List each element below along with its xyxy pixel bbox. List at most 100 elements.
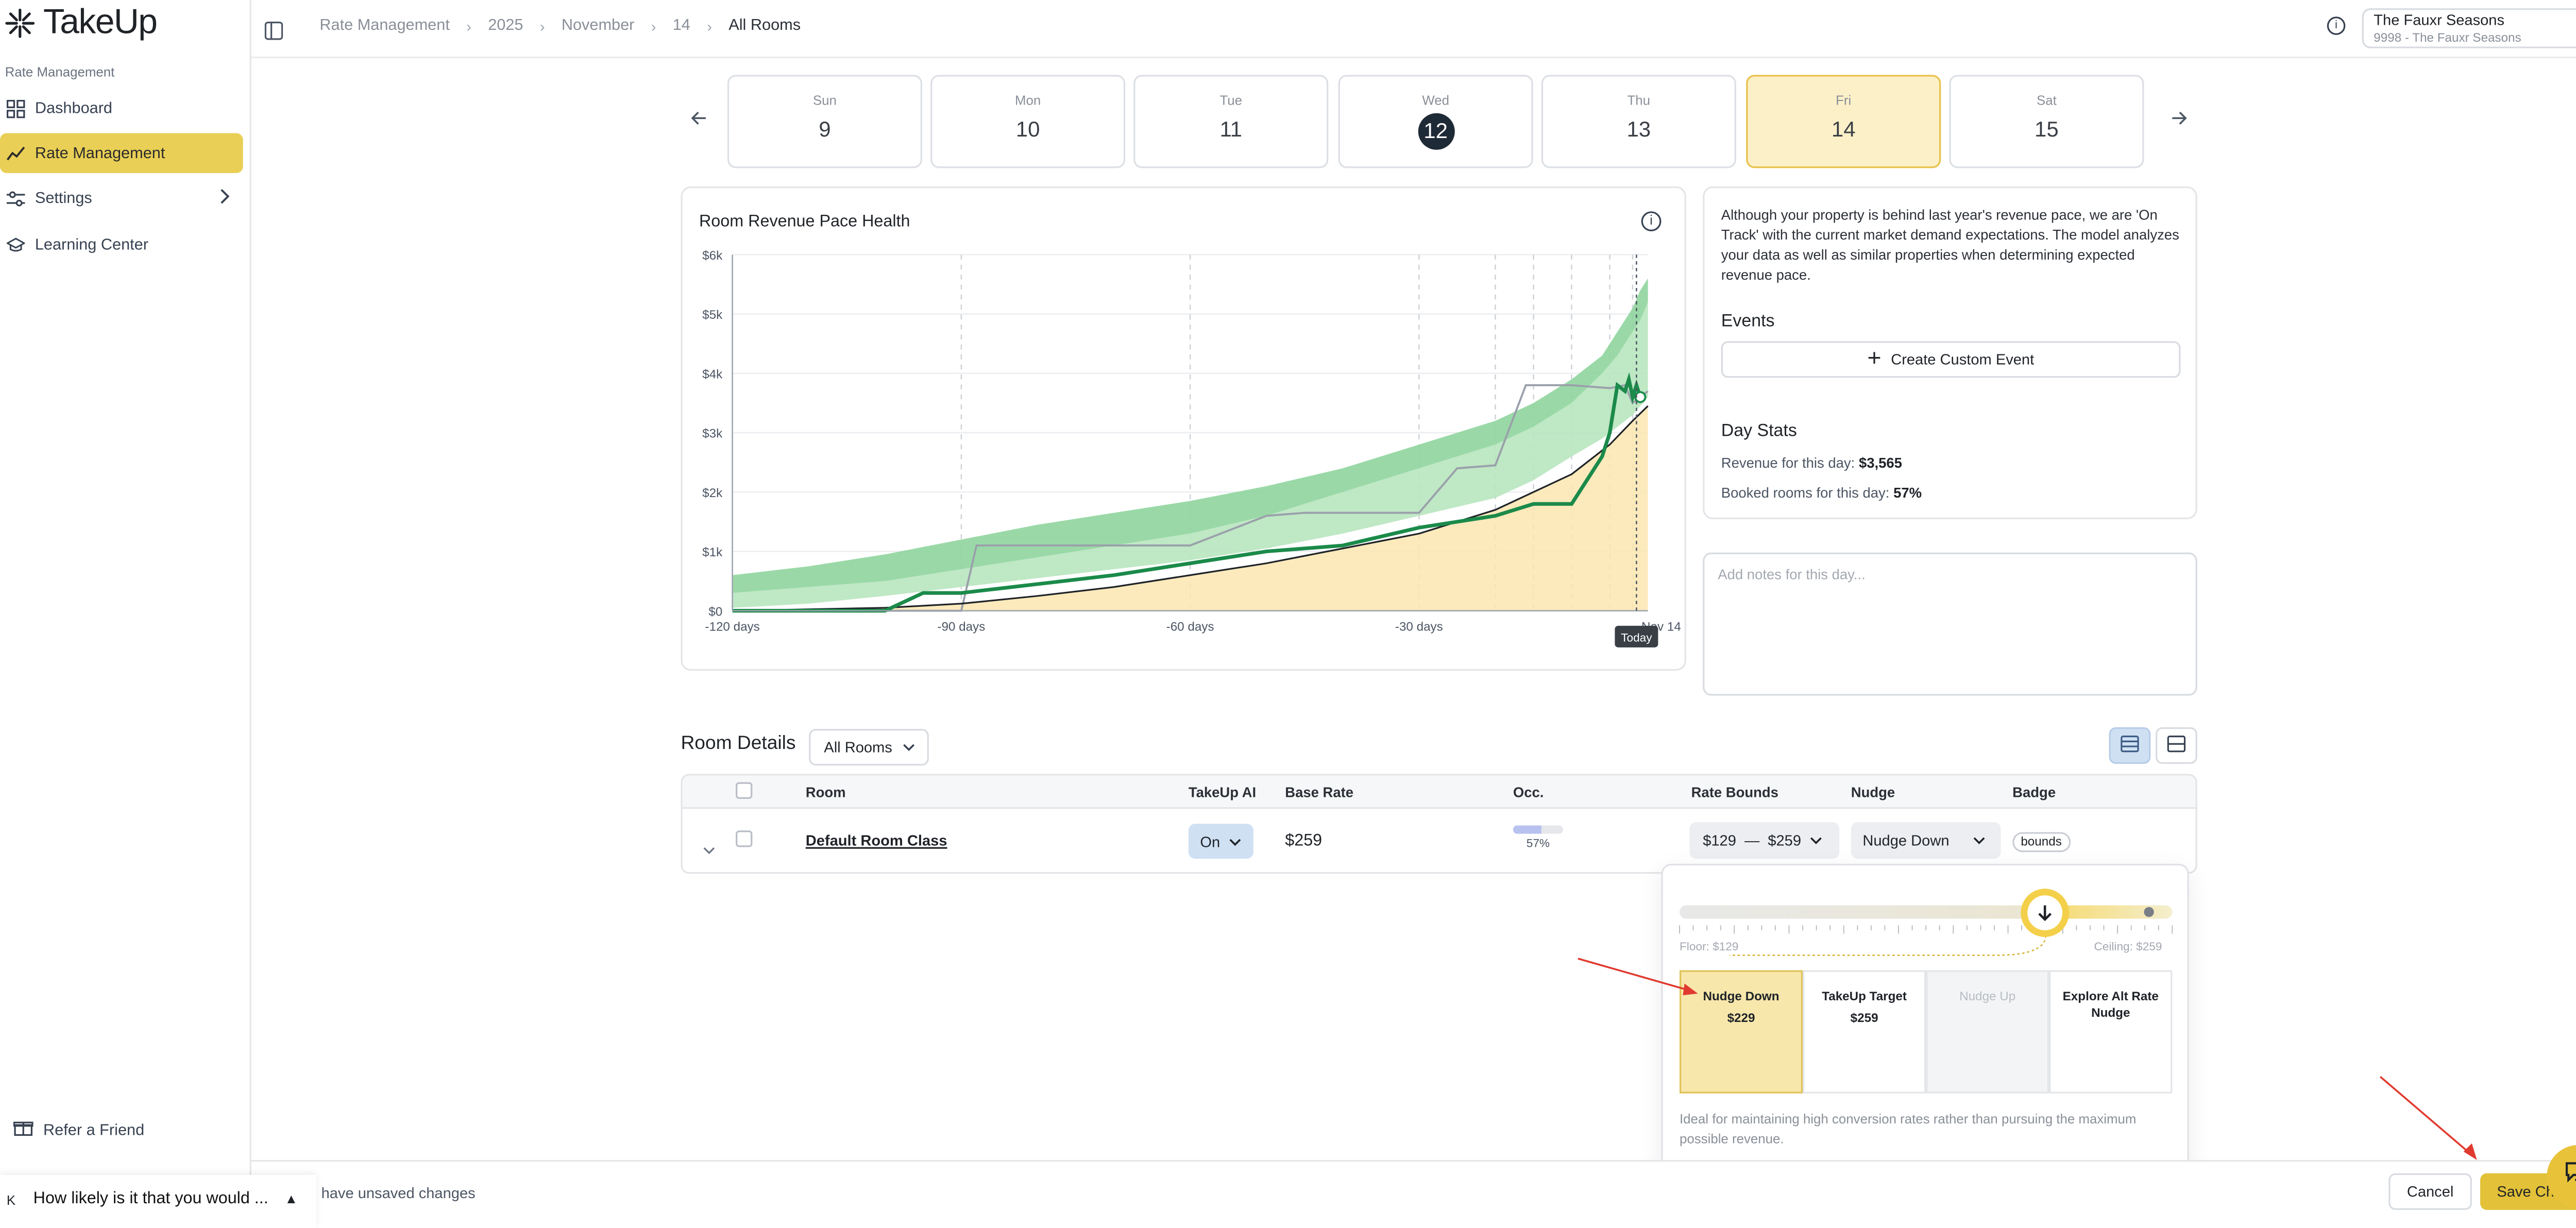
column-takeup-ai: TakeUp AI — [1188, 783, 1257, 801]
chevron-right-icon: › — [466, 17, 471, 35]
annotation-arrow-nudge-down — [1578, 958, 1698, 996]
revenue-pace-chart: $0 $1k $2k $3k $4k $5k $6k -120 days -90 days -60… — [702, 249, 1681, 647]
room-name-link[interactable]: Default Room Class — [805, 832, 947, 849]
day-name: Fri — [1836, 93, 1852, 109]
day-card-thu[interactable]: Thu 13 — [1541, 75, 1736, 168]
option-nudge-down[interactable]: Nudge Down $229 — [1679, 970, 1803, 1094]
day-number: 11 — [1219, 116, 1243, 142]
booked-stat: Booked rooms for this day: 57% — [1721, 484, 1922, 501]
create-custom-event-button[interactable]: Create Custom Event — [1721, 341, 2181, 378]
rate-ceiling-value: $259 — [1768, 832, 1802, 849]
list-view-button[interactable] — [2109, 727, 2151, 764]
y-tick-label: $3k — [702, 427, 723, 441]
day-card-sat[interactable]: Sat 15 — [1949, 75, 2144, 168]
property-select[interactable]: The Fauxr Seasons 9998 - The Fauxr Seaso… — [2362, 8, 2576, 48]
room-details-title: Room Details — [681, 734, 796, 754]
select-all-checkbox[interactable] — [736, 782, 753, 799]
day-stats-heading: Day Stats — [1721, 421, 1797, 441]
day-card-wed[interactable]: Wed 12 — [1338, 75, 1533, 168]
rate-bounds-dash: — — [1744, 832, 1760, 849]
breadcrumb-year[interactable]: 2025 — [488, 16, 523, 35]
caret-up-icon[interactable]: ▲ — [284, 1191, 298, 1207]
nudge-down-handle-icon[interactable] — [2021, 889, 2070, 937]
survey-widget[interactable]: K How likely is it that you would ... ▲ — [0, 1175, 316, 1228]
booked-stat-label: Booked rooms for this day: — [1721, 484, 1890, 501]
sidebar: TakeUp Rate Management Dashboard Rate Ma… — [0, 0, 251, 1228]
refer-a-friend[interactable]: Refer a Friend — [13, 1118, 144, 1141]
occupancy-bar-fill — [1513, 825, 1542, 834]
day-card-fri[interactable]: Fri 14 — [1746, 75, 1941, 168]
property-id: 9998 - The Fauxr Seasons — [2374, 30, 2521, 45]
chart-info-icon[interactable]: i — [1641, 211, 1662, 232]
option-takeup-target[interactable]: TakeUp Target $259 — [1803, 970, 1926, 1094]
survey-question: How likely is it that you would ... — [33, 1190, 268, 1208]
day-number: 14 — [1831, 116, 1856, 142]
survey-prefix: K — [6, 1193, 16, 1208]
day-card-sun[interactable]: Sun 9 — [727, 75, 922, 168]
inner-expected-band — [732, 302, 1648, 608]
gift-icon — [13, 1118, 33, 1141]
notes-textarea[interactable] — [1704, 554, 2196, 694]
option-label: Nudge Up — [1959, 988, 2016, 1004]
trend-icon — [6, 144, 25, 162]
breadcrumb-day[interactable]: 14 — [672, 16, 690, 35]
row-checkbox[interactable] — [736, 830, 753, 847]
sidebar-item-settings[interactable]: Settings — [0, 178, 243, 218]
next-week-arrow-icon[interactable] — [2171, 110, 2187, 131]
actual-revenue-line — [732, 372, 1642, 613]
graduation-cap-icon — [6, 235, 25, 254]
unsaved-changes-bar: have unsaved changes — [251, 1159, 2576, 1228]
option-label: TakeUp Target — [1822, 988, 1907, 1004]
column-base-rate: Base Rate — [1285, 783, 1354, 801]
option-explore-alt-rate-nudge[interactable]: Explore Alt Rate Nudge — [2049, 970, 2173, 1094]
logo[interactable]: TakeUp — [3, 3, 158, 43]
takeup-ai-value: On — [1200, 833, 1221, 850]
sidebar-toggle-icon[interactable] — [264, 19, 283, 48]
room-details-table: Room TakeUp AI Base Rate Occ. Rate Bound… — [681, 774, 2197, 874]
rate-bounds-select[interactable]: $129 — $259 — [1689, 822, 1840, 859]
top-bar: Rate Management › 2025 › November › 14 ›… — [251, 0, 2576, 59]
cancel-button[interactable]: Cancel — [2388, 1173, 2472, 1210]
sidebar-item-rate-management[interactable]: Rate Management — [0, 133, 243, 174]
sidebar-item-learning-center[interactable]: Learning Center — [0, 225, 243, 265]
day-card-mon[interactable]: Mon 10 — [930, 75, 1126, 168]
column-rate-bounds: Rate Bounds — [1691, 783, 1778, 801]
revenue-stat: Revenue for this day: $3,565 — [1721, 454, 1902, 471]
sidebar-item-label: Settings — [35, 189, 92, 208]
chevron-down-icon — [1229, 838, 1241, 845]
sliders-icon — [6, 189, 25, 208]
day-number: 13 — [1626, 116, 1651, 142]
room-filter-select[interactable]: All Rooms — [809, 729, 929, 766]
sidebar-item-label: Learning Center — [35, 235, 149, 254]
outer-expected-band — [732, 278, 1648, 593]
y-tick-label: $0 — [708, 605, 722, 619]
sidebar-item-dashboard[interactable]: Dashboard — [0, 88, 243, 128]
room-filter-value: All Rooms — [824, 739, 892, 756]
expand-row-chevron-icon[interactable] — [702, 834, 716, 864]
day-number: 10 — [1015, 116, 1040, 142]
takeup-ai-select[interactable]: On — [1188, 824, 1253, 859]
option-nudge-up: Nudge Up — [1926, 970, 2049, 1094]
revenue-stat-label: Revenue for this day: — [1721, 454, 1855, 471]
day-name: Thu — [1627, 93, 1651, 109]
nudge-select[interactable]: Nudge Down — [1851, 822, 2001, 859]
option-label: Explore Alt Rate Nudge — [2062, 988, 2159, 1020]
chevron-right-icon: › — [539, 17, 545, 35]
option-label: Nudge Down — [1703, 988, 1780, 1004]
breadcrumb-rate-management[interactable]: Rate Management — [319, 16, 450, 35]
day-notes — [1703, 552, 2197, 696]
current-point — [1634, 391, 1647, 403]
compact-view-icon — [2167, 730, 2186, 760]
compact-view-button[interactable] — [2156, 727, 2197, 764]
dashboard-icon — [6, 99, 25, 117]
day-number: 9 — [819, 116, 831, 142]
prev-week-arrow-icon[interactable] — [691, 110, 707, 131]
chart-title: Room Revenue Pace Health — [699, 213, 910, 232]
x-tick-label: -60 days — [1166, 620, 1214, 634]
column-occupancy: Occ. — [1513, 783, 1544, 801]
day-card-tue[interactable]: Tue 11 — [1133, 75, 1329, 168]
breadcrumb-month[interactable]: November — [561, 16, 635, 35]
info-icon[interactable]: i — [2327, 16, 2346, 35]
revenue-stat-value: $3,565 — [1858, 454, 1902, 471]
